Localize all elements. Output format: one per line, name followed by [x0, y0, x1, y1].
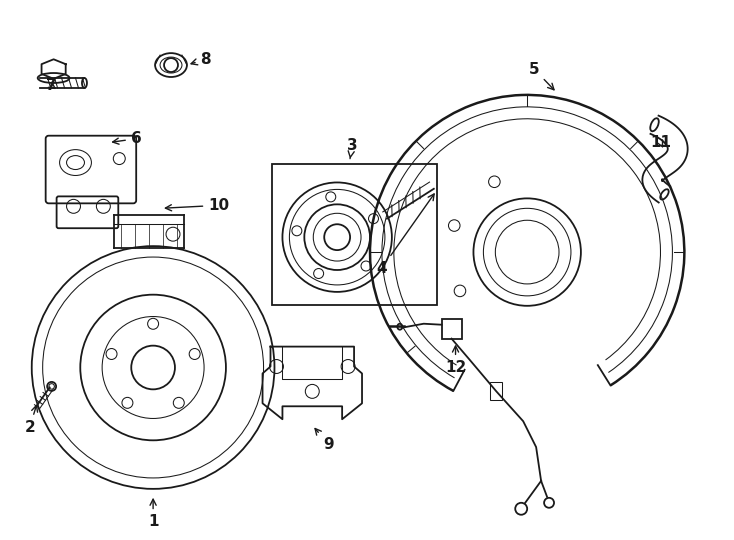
Text: 5: 5 — [528, 62, 554, 90]
Text: 7: 7 — [46, 78, 57, 93]
Text: 1: 1 — [148, 499, 159, 529]
Text: 4: 4 — [377, 194, 434, 275]
Text: 10: 10 — [165, 198, 229, 213]
Text: 3: 3 — [346, 138, 357, 159]
Bar — [272, 164, 437, 305]
Text: 6: 6 — [112, 131, 142, 146]
Text: 8: 8 — [191, 52, 211, 66]
Text: 11: 11 — [650, 135, 671, 150]
Bar — [490, 382, 502, 400]
Bar — [442, 319, 462, 339]
Text: 2: 2 — [24, 406, 37, 435]
Text: 12: 12 — [445, 346, 466, 375]
Text: 9: 9 — [315, 429, 333, 451]
